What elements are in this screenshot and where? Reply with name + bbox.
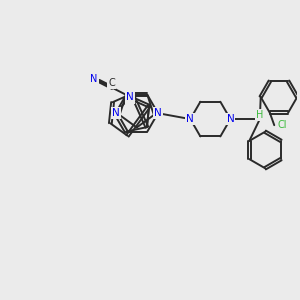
Text: N: N — [126, 92, 134, 102]
Text: N: N — [226, 114, 234, 124]
Text: N: N — [187, 114, 194, 124]
Text: Cl: Cl — [278, 120, 287, 130]
Text: C: C — [108, 78, 115, 88]
Text: N: N — [90, 74, 98, 83]
Text: N: N — [154, 108, 162, 118]
Text: N: N — [112, 108, 119, 118]
Text: H: H — [256, 110, 263, 120]
